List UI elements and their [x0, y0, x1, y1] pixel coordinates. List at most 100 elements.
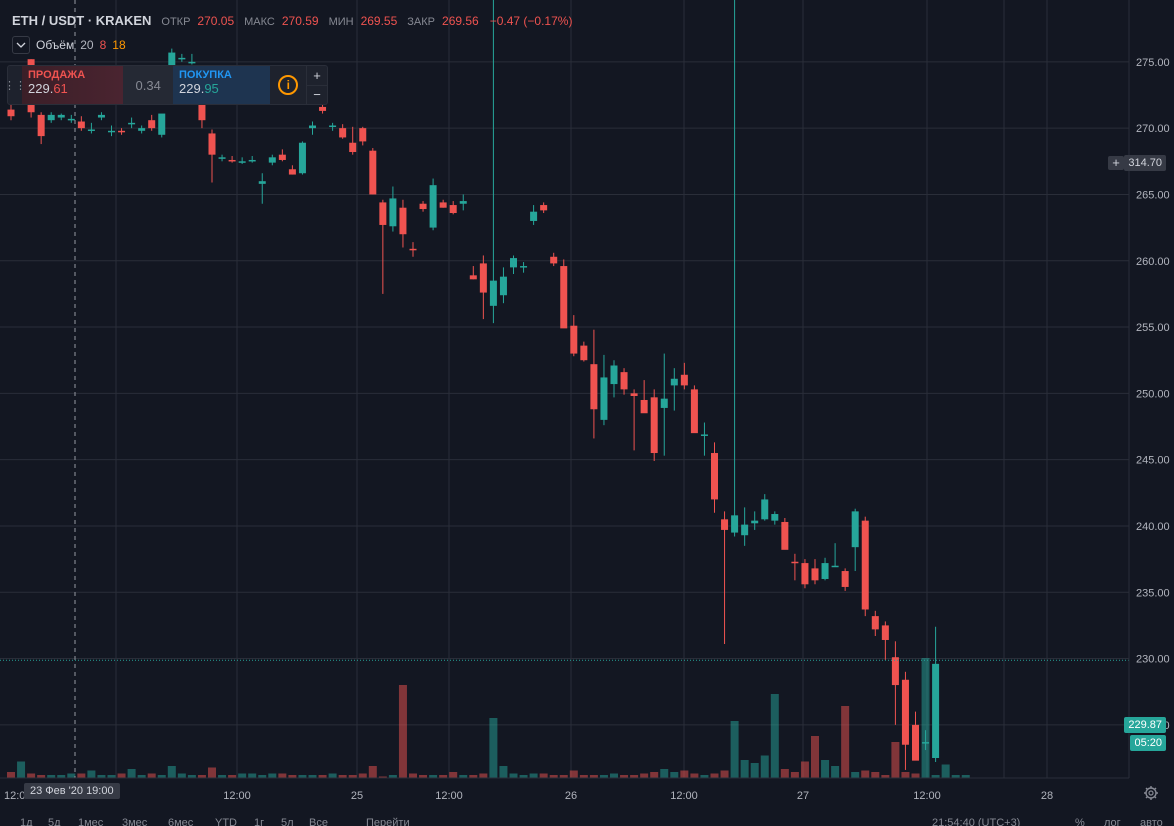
y-tick-label: 245.00 [1136, 455, 1170, 467]
candle-body [570, 325, 578, 354]
volume-bar [368, 766, 377, 778]
candle-body [339, 128, 347, 138]
volume-bar [911, 773, 920, 778]
volume-bar [730, 721, 739, 778]
high-value: 270.59 [281, 14, 319, 28]
candle-body [138, 128, 146, 131]
last-price-label: 229.87 [1124, 717, 1166, 733]
candle-body [128, 122, 136, 125]
volume-bar [529, 773, 538, 778]
volume-bar [258, 775, 267, 778]
volume-bar [419, 775, 428, 778]
buy-button[interactable]: ПОКУПКА 229.95 [173, 66, 271, 104]
sell-button[interactable]: ПРОДАЖА 229.61 [22, 66, 124, 104]
volume-bar [238, 773, 247, 778]
range-ytd[interactable]: YTD [215, 817, 237, 826]
range-all[interactable]: Все [309, 817, 328, 826]
candle-body [891, 657, 899, 686]
gear-icon[interactable] [1143, 785, 1159, 801]
volume-bar [197, 775, 206, 778]
volume-bar [308, 775, 317, 778]
symbol-title[interactable]: ETH / USDT · KRAKEN [12, 13, 152, 28]
volume-bar [157, 775, 166, 778]
quantity-plus-button[interactable]: + [313, 67, 321, 83]
y-tick-label: 235.00 [1136, 587, 1170, 599]
volume-bar [137, 775, 146, 778]
candle-body [37, 114, 45, 137]
crosshair-time-label: 23 Фев '20 19:00 [24, 783, 120, 799]
bottom-toolbar: 1д 5д 1мес 3мес 6мес YTD 1г 5л Все Перей… [0, 817, 1174, 826]
candle-body [831, 565, 839, 568]
goto-button[interactable]: Перейти [366, 817, 410, 826]
x-tick-label: 12:00 [670, 790, 698, 802]
crosshair-price-label: 314.70 [1124, 155, 1166, 171]
candle-body [741, 524, 749, 536]
close-label: ЗАКР [407, 16, 436, 28]
candle-body [922, 742, 930, 744]
range-5d[interactable]: 5д [48, 817, 61, 826]
buy-price-dec: 95 [204, 81, 219, 96]
volume-bar [821, 760, 830, 778]
volume-bar [921, 658, 930, 778]
candle-body [87, 129, 95, 131]
candle-body [871, 616, 879, 630]
collapse-legend-button[interactable] [12, 36, 30, 54]
range-5y[interactable]: 5л [281, 817, 294, 826]
volume-bar [328, 773, 337, 778]
y-tick-label: 280.00 [1136, 0, 1170, 3]
volume-indicator-name[interactable]: Объём [36, 38, 75, 52]
volume-bar [599, 775, 608, 778]
candle-body [118, 130, 126, 133]
range-1y[interactable]: 1г [254, 817, 265, 826]
volume-bar [710, 773, 719, 778]
candle-body [369, 150, 377, 195]
x-tick-label: 12:00 [435, 790, 463, 802]
candle-body [761, 499, 769, 520]
clock[interactable]: 21:54:40 (UTC+3) [932, 817, 1021, 826]
range-1m[interactable]: 1мес [78, 817, 104, 826]
volume-bar [690, 773, 699, 778]
volume-bar [831, 766, 840, 778]
range-6m[interactable]: 6мес [168, 817, 194, 826]
quantity-minus-button[interactable]: − [307, 84, 327, 105]
change-value: −0.47 (−0.17%) [489, 14, 573, 28]
sell-price-dec: 61 [53, 81, 68, 96]
add-alert-plus-icon[interactable]: + [1108, 156, 1124, 170]
x-tick-label: 12:00 [223, 790, 251, 802]
info-icon[interactable]: i [278, 75, 299, 95]
volume-bar [589, 775, 598, 778]
volume-param-1: 20 [80, 38, 94, 52]
candle-body [650, 397, 658, 454]
volume-bar [409, 773, 417, 778]
percent-toggle[interactable]: % [1075, 817, 1085, 826]
candle-body [841, 571, 849, 587]
candle-body [801, 563, 809, 585]
volume-bar [851, 772, 860, 778]
candle-body [851, 511, 859, 548]
candle-body [329, 125, 337, 127]
volume-bar [961, 775, 970, 778]
candle-body [148, 120, 156, 129]
auto-toggle[interactable]: авто [1140, 817, 1163, 826]
candle-body [731, 515, 739, 533]
volume-bar [248, 773, 257, 778]
candle-body [298, 142, 306, 174]
volume-bar [177, 773, 186, 778]
volume-bar [298, 775, 307, 778]
volume-bar [579, 775, 588, 778]
candle-body [359, 128, 367, 142]
crosshair [0, 0, 1129, 778]
log-toggle[interactable]: лог [1104, 817, 1121, 826]
quantity-stepper[interactable]: + − [306, 66, 327, 104]
volume-bar [27, 773, 36, 778]
x-tick-label: 28 [1041, 790, 1053, 802]
range-1d[interactable]: 1д [20, 817, 33, 826]
y-tick-label: 260.00 [1136, 256, 1170, 268]
volume-bar [871, 772, 880, 778]
drag-handle-icon[interactable]: ⋮⋮ [4, 79, 26, 92]
range-3m[interactable]: 3мес [122, 817, 148, 826]
buy-price-int: 229. [179, 81, 205, 96]
volume-bar [881, 775, 890, 778]
candle-body [278, 154, 286, 160]
